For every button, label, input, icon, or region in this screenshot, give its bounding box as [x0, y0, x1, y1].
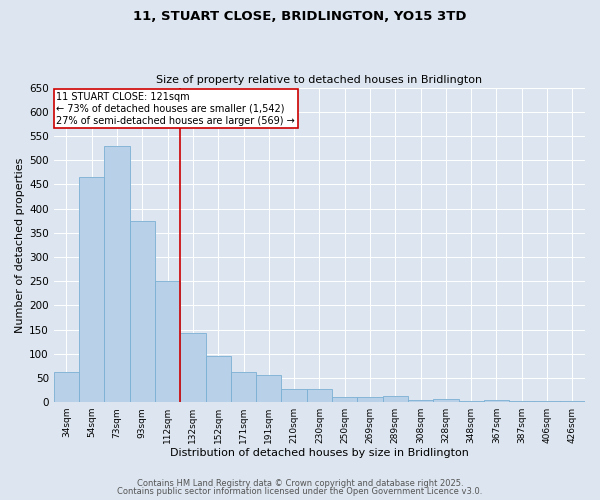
Bar	[458, 400, 484, 402]
Bar	[307, 388, 332, 402]
Bar	[155, 281, 180, 402]
Bar	[332, 398, 358, 402]
Y-axis label: Number of detached properties: Number of detached properties	[15, 157, 25, 332]
X-axis label: Distribution of detached houses by size in Bridlington: Distribution of detached houses by size …	[170, 448, 469, 458]
Title: Size of property relative to detached houses in Bridlington: Size of property relative to detached ho…	[157, 76, 482, 86]
Bar	[484, 400, 509, 402]
Bar	[509, 400, 535, 402]
Bar	[358, 398, 383, 402]
Text: Contains HM Land Registry data © Crown copyright and database right 2025.: Contains HM Land Registry data © Crown c…	[137, 478, 463, 488]
Text: Contains public sector information licensed under the Open Government Licence v3: Contains public sector information licen…	[118, 487, 482, 496]
Bar	[408, 400, 433, 402]
Text: 11 STUART CLOSE: 121sqm
← 73% of detached houses are smaller (1,542)
27% of semi: 11 STUART CLOSE: 121sqm ← 73% of detache…	[56, 92, 295, 126]
Text: 11, STUART CLOSE, BRIDLINGTON, YO15 3TD: 11, STUART CLOSE, BRIDLINGTON, YO15 3TD	[133, 10, 467, 23]
Bar	[54, 372, 79, 402]
Bar	[180, 333, 206, 402]
Bar	[383, 396, 408, 402]
Bar	[130, 220, 155, 402]
Bar	[560, 401, 585, 402]
Bar	[231, 372, 256, 402]
Bar	[433, 398, 458, 402]
Bar	[104, 146, 130, 402]
Bar	[535, 401, 560, 402]
Bar	[281, 388, 307, 402]
Bar	[256, 376, 281, 402]
Bar	[206, 356, 231, 402]
Bar	[79, 177, 104, 402]
